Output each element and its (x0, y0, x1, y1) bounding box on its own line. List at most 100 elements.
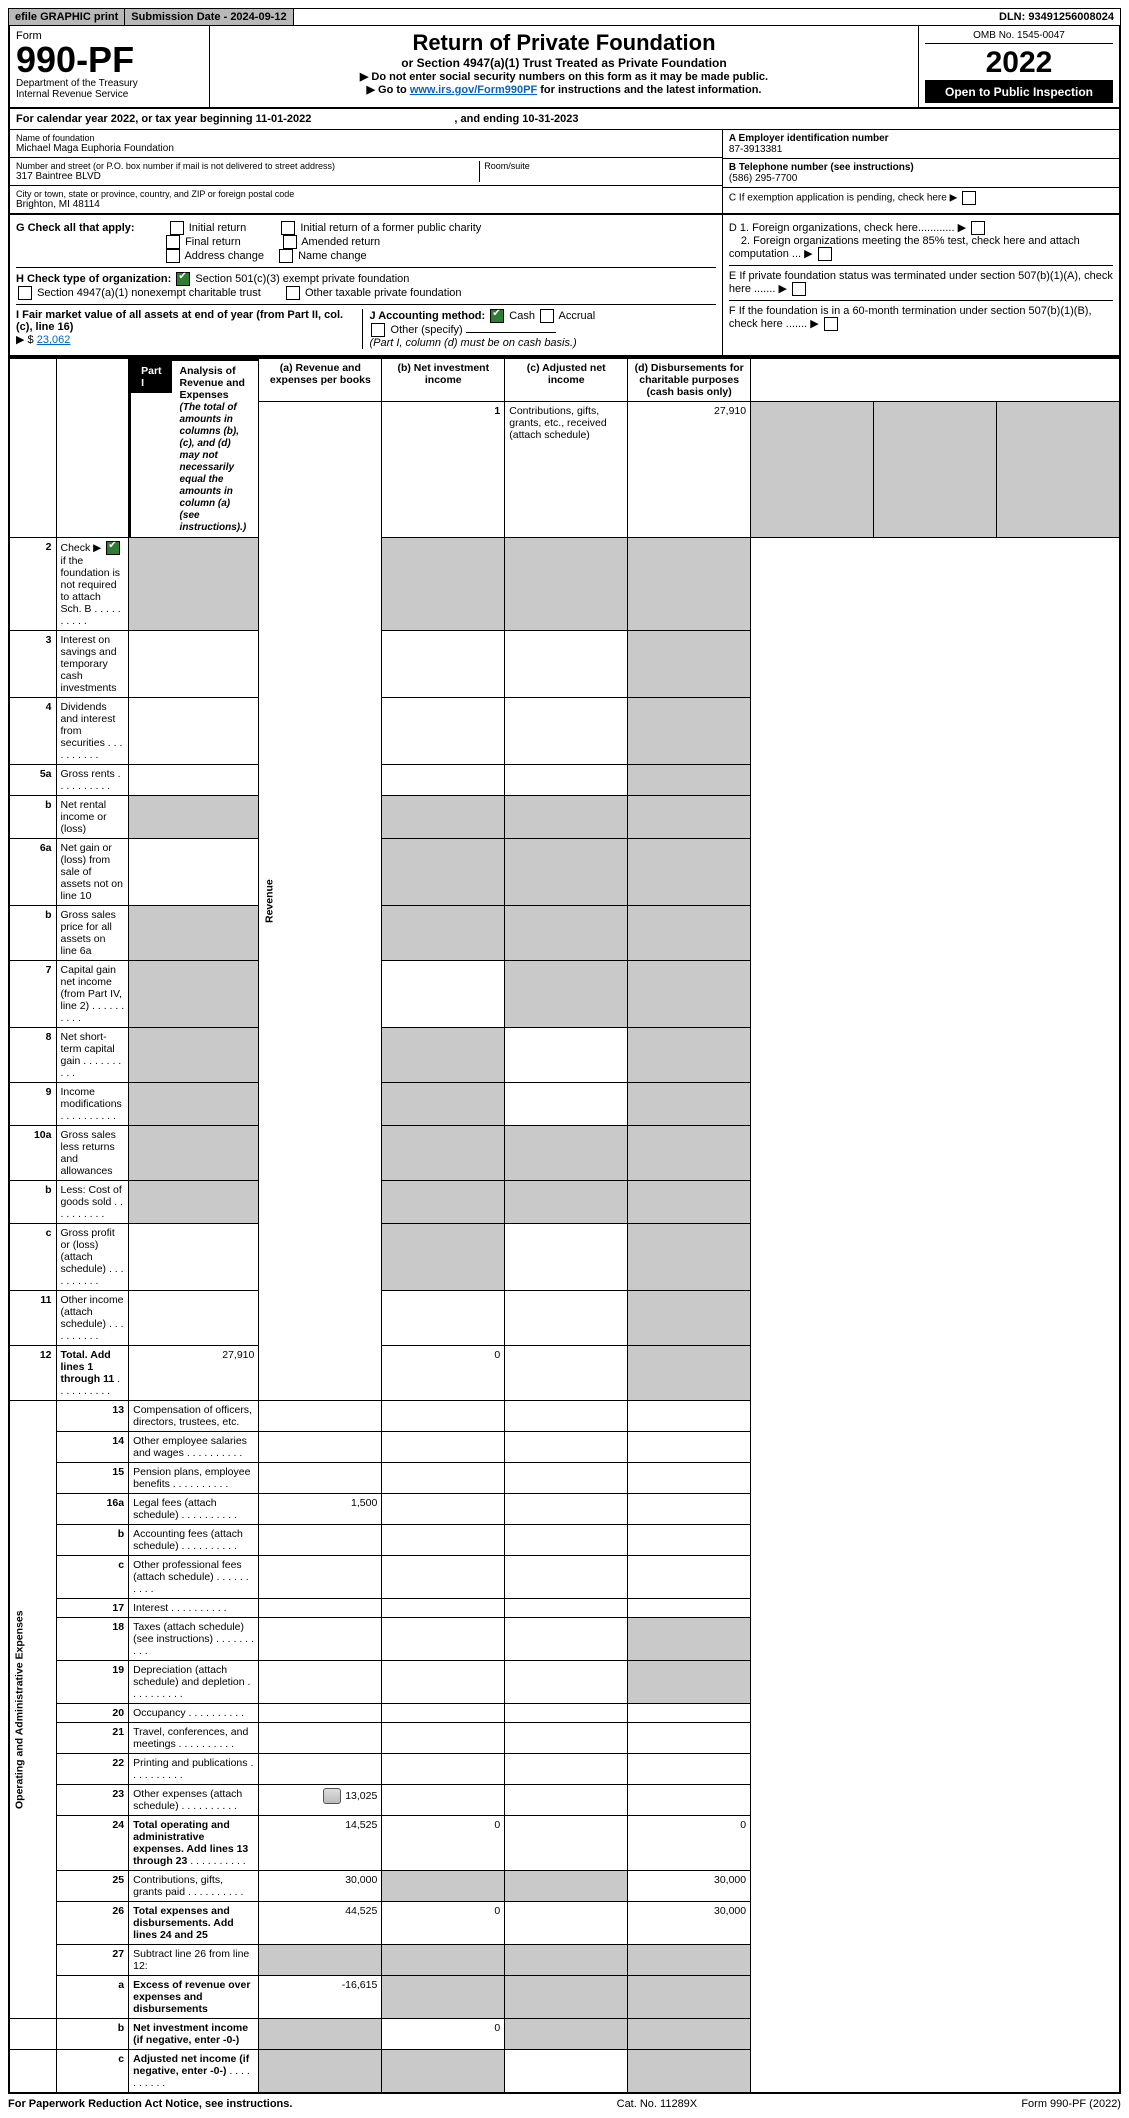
row-6b: Gross sales price for all assets on line… (56, 906, 129, 961)
foundation-name: Michael Maga Euphoria Foundation (16, 143, 716, 154)
g-initial-checkbox[interactable] (170, 221, 184, 235)
row-10c: Gross profit or (loss) (attach schedule) (56, 1224, 129, 1291)
f-block: F If the foundation is in a 60-month ter… (729, 300, 1113, 331)
row-2: Check ▶ if the foundation is not require… (56, 538, 129, 631)
row-24: Total operating and administrative expen… (129, 1816, 259, 1871)
row-5a: Gross rents (56, 765, 129, 796)
efile-label: efile GRAPHIC print (9, 9, 125, 25)
row-5b: Net rental income or (loss) (56, 796, 129, 839)
row-23: Other expenses (attach schedule) (129, 1785, 259, 1816)
link-note: ▶ Go to www.irs.gov/Form990PF for instru… (216, 83, 912, 96)
d-block: D 1. Foreign organizations, check here..… (729, 221, 1113, 261)
row-12: Total. Add lines 1 through 11 (56, 1346, 129, 1401)
omb-number: OMB No. 1545-0047 (925, 30, 1113, 44)
row-11: Other income (attach schedule) (56, 1291, 129, 1346)
e-block: E If private foundation status was termi… (729, 265, 1113, 296)
row-17: Interest (129, 1599, 259, 1618)
irs-label: Internal Revenue Service (16, 89, 203, 100)
calendar-year-row: For calendar year 2022, or tax year begi… (8, 109, 1121, 129)
warning-note: ▶ Do not enter social security numbers o… (216, 70, 912, 83)
form-number: 990-PF (16, 42, 203, 78)
city-label: City or town, state or province, country… (16, 189, 716, 199)
row-10a: Gross sales less returns and allowances (56, 1126, 129, 1181)
fmv-value[interactable]: 23,062 (37, 334, 71, 346)
footer-mid: Cat. No. 11289X (617, 2098, 698, 2110)
f-checkbox[interactable] (824, 317, 838, 331)
city-state-zip: Brighton, MI 48114 (16, 199, 716, 210)
h-4947-checkbox[interactable] (18, 286, 32, 300)
footer-left: For Paperwork Reduction Act Notice, see … (8, 2098, 292, 2110)
ein-value: 87-3913381 (729, 144, 1113, 155)
row-14: Other employee salaries and wages (129, 1432, 259, 1463)
row-16b: Accounting fees (attach schedule) (129, 1525, 259, 1556)
revenue-label: Revenue (259, 402, 382, 1401)
row-4: Dividends and interest from securities (56, 698, 129, 765)
schb-checkbox[interactable] (106, 541, 120, 555)
col-d-header: (d) Disbursements for charitable purpose… (628, 358, 751, 402)
row-20: Occupancy (129, 1704, 259, 1723)
row-15: Pension plans, employee benefits (129, 1463, 259, 1494)
j-other-checkbox[interactable] (371, 323, 385, 337)
entity-block: Name of foundation Michael Maga Euphoria… (8, 129, 1121, 215)
pending-checkbox[interactable] (962, 191, 976, 205)
h-501c3-checkbox[interactable] (176, 272, 190, 286)
row-1: Contributions, gifts, grants, etc., rece… (505, 402, 628, 538)
row-27: Subtract line 26 from line 12: (129, 1945, 259, 1976)
row-10b: Less: Cost of goods sold (56, 1181, 129, 1224)
page-footer: For Paperwork Reduction Act Notice, see … (8, 2094, 1121, 2110)
row-9: Income modifications (56, 1083, 129, 1126)
col-b-header: (b) Net investment income (382, 358, 505, 402)
j-accrual-checkbox[interactable] (540, 309, 554, 323)
schedule-icon[interactable] (323, 1788, 341, 1804)
g-address-checkbox[interactable] (166, 249, 180, 263)
irs-link[interactable]: www.irs.gov/Form990PF (410, 84, 537, 96)
h-row: H Check type of organization: Section 50… (16, 267, 716, 300)
col-a-header: (a) Revenue and expenses per books (259, 358, 382, 402)
form-header: Form 990-PF Department of the Treasury I… (8, 26, 1121, 109)
row-27a: Excess of revenue over expenses and disb… (129, 1976, 259, 2019)
i-block: I Fair market value of all assets at end… (16, 309, 362, 349)
row-6a: Net gain or (loss) from sale of assets n… (56, 839, 129, 906)
d2-checkbox[interactable] (818, 247, 832, 261)
part1-title: Analysis of Revenue and Expenses (180, 365, 245, 401)
form-subtitle: or Section 4947(a)(1) Trust Treated as P… (216, 56, 912, 70)
row-26: Total expenses and disbursements. Add li… (129, 1902, 259, 1945)
part1-table: Part I Analysis of Revenue and Expenses … (8, 357, 1121, 2094)
room-label: Room/suite (484, 161, 716, 171)
phone-value: (586) 295-7700 (729, 173, 1113, 184)
tax-year: 2022 (925, 46, 1113, 81)
row-7: Capital gain net income (from Part IV, l… (56, 961, 129, 1028)
row-27c: Adjusted net income (if negative, enter … (129, 2050, 259, 2094)
g-initial-public-checkbox[interactable] (281, 221, 295, 235)
open-public-badge: Open to Public Inspection (925, 81, 1113, 103)
footer-right: Form 990-PF (2022) (1021, 2098, 1121, 2110)
address: 317 Baintree BLVD (16, 171, 479, 182)
addr-label: Number and street (or P.O. box number if… (16, 161, 479, 171)
row-21: Travel, conferences, and meetings (129, 1723, 259, 1754)
d1-checkbox[interactable] (971, 221, 985, 235)
top-bar: efile GRAPHIC print Submission Date - 20… (8, 8, 1121, 26)
h-other-checkbox[interactable] (286, 286, 300, 300)
row-8: Net short-term capital gain (56, 1028, 129, 1083)
row-27b: Net investment income (if negative, ente… (129, 2019, 259, 2050)
part1-note: (The total of amounts in columns (b), (c… (180, 402, 247, 533)
dln-label: DLN: 93491256008024 (993, 9, 1120, 25)
form-title: Return of Private Foundation (216, 30, 912, 56)
dept-label: Department of the Treasury (16, 78, 203, 89)
j-block: J Accounting method: Cash Accrual Other … (362, 309, 715, 349)
row-22: Printing and publications (129, 1754, 259, 1785)
submission-date: Submission Date - 2024-09-12 (125, 9, 293, 25)
j-cash-checkbox[interactable] (490, 309, 504, 323)
row-16c: Other professional fees (attach schedule… (129, 1556, 259, 1599)
name-label: Name of foundation (16, 133, 716, 143)
row-18: Taxes (attach schedule) (see instruction… (129, 1618, 259, 1661)
part1-tag: Part I (131, 361, 171, 393)
g-amended-checkbox[interactable] (283, 235, 297, 249)
g-name-checkbox[interactable] (279, 249, 293, 263)
e-checkbox[interactable] (792, 282, 806, 296)
check-sections: G Check all that apply: Initial return I… (8, 215, 1121, 357)
g-final-checkbox[interactable] (166, 235, 180, 249)
row-16a: Legal fees (attach schedule) (129, 1494, 259, 1525)
pending-label: C If exemption application is pending, c… (729, 193, 947, 204)
row-25: Contributions, gifts, grants paid (129, 1871, 259, 1902)
